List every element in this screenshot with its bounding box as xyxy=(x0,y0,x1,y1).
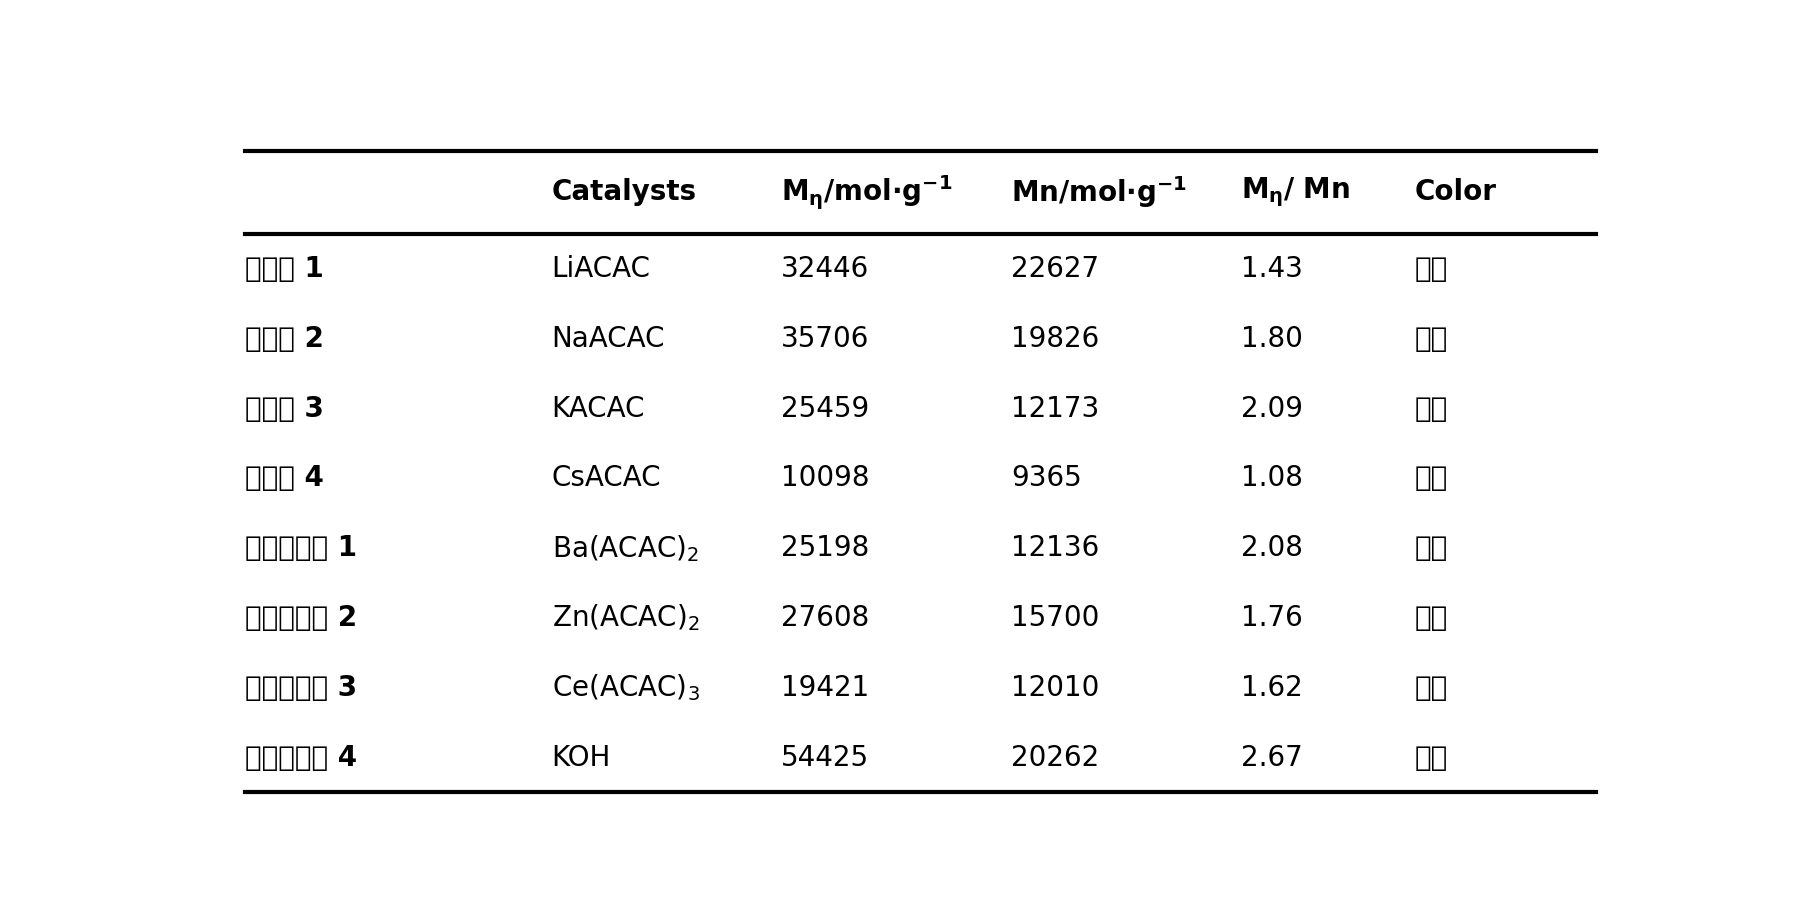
Text: 无色: 无色 xyxy=(1415,604,1448,632)
Text: 19826: 19826 xyxy=(1011,325,1099,353)
Text: 2.09: 2.09 xyxy=(1241,395,1302,423)
Text: 对比实施例 1: 对比实施例 1 xyxy=(246,535,357,563)
Text: 实施例 1: 实施例 1 xyxy=(246,255,323,284)
Text: 对比实施例 3: 对比实施例 3 xyxy=(246,674,357,702)
Text: 实施例 2: 实施例 2 xyxy=(246,325,325,353)
Text: 27608: 27608 xyxy=(781,604,869,632)
Text: 对比实施例 4: 对比实施例 4 xyxy=(246,744,357,772)
Text: 实施例 3: 实施例 3 xyxy=(246,395,325,423)
Text: 12010: 12010 xyxy=(1011,674,1099,702)
Text: 19421: 19421 xyxy=(781,674,869,702)
Text: 无色: 无色 xyxy=(1415,465,1448,493)
Text: Catalysts: Catalysts xyxy=(551,178,697,207)
Text: 12136: 12136 xyxy=(1011,535,1099,563)
Text: $\mathregular{Ba(ACAC)_{2}}$: $\mathregular{Ba(ACAC)_{2}}$ xyxy=(551,533,699,564)
Text: $\mathregular{Ce(ACAC)_{3}}$: $\mathregular{Ce(ACAC)_{3}}$ xyxy=(551,672,699,703)
Text: 1.62: 1.62 xyxy=(1241,674,1302,702)
Text: KOH: KOH xyxy=(551,744,611,772)
Text: Color: Color xyxy=(1415,178,1496,207)
Text: 无色: 无色 xyxy=(1415,744,1448,772)
Text: 54425: 54425 xyxy=(781,744,869,772)
Text: KACAC: KACAC xyxy=(551,395,645,423)
Text: $\mathbf{M_{\eta}/\ Mn}$: $\mathbf{M_{\eta}/\ Mn}$ xyxy=(1241,176,1349,209)
Text: 25198: 25198 xyxy=(781,535,869,563)
Text: 25459: 25459 xyxy=(781,395,869,423)
Text: 橙色: 橙色 xyxy=(1415,535,1448,563)
Text: 1.08: 1.08 xyxy=(1241,465,1302,493)
Text: 无色: 无色 xyxy=(1415,255,1448,284)
Text: 无色: 无色 xyxy=(1415,325,1448,353)
Text: 20262: 20262 xyxy=(1011,744,1099,772)
Text: 12173: 12173 xyxy=(1011,395,1099,423)
Text: 22627: 22627 xyxy=(1011,255,1099,284)
Text: 9365: 9365 xyxy=(1011,465,1081,493)
Text: 1.80: 1.80 xyxy=(1241,325,1302,353)
Text: $\mathbf{Mn/mol{\cdot}g^{-1}}$: $\mathbf{Mn/mol{\cdot}g^{-1}}$ xyxy=(1011,175,1187,210)
Text: 35706: 35706 xyxy=(781,325,869,353)
Text: LiACAC: LiACAC xyxy=(551,255,650,284)
Text: 橙黄: 橙黄 xyxy=(1415,674,1448,702)
Text: 1.76: 1.76 xyxy=(1241,604,1302,632)
Text: 实施例 4: 实施例 4 xyxy=(246,465,325,493)
Text: 15700: 15700 xyxy=(1011,604,1099,632)
Text: 棕色: 棕色 xyxy=(1415,395,1448,423)
Text: 2.08: 2.08 xyxy=(1241,535,1302,563)
Text: $\mathbf{M_{\eta}/mol{\cdot}g^{-1}}$: $\mathbf{M_{\eta}/mol{\cdot}g^{-1}}$ xyxy=(781,173,952,212)
Text: 2.67: 2.67 xyxy=(1241,744,1302,772)
Text: $\mathregular{Zn(ACAC)_{2}}$: $\mathregular{Zn(ACAC)_{2}}$ xyxy=(551,602,699,633)
Text: NaACAC: NaACAC xyxy=(551,325,665,353)
Text: CsACAC: CsACAC xyxy=(551,465,661,493)
Text: 对比实施例 2: 对比实施例 2 xyxy=(246,604,357,632)
Text: 10098: 10098 xyxy=(781,465,869,493)
Text: 1.43: 1.43 xyxy=(1241,255,1302,284)
Text: 32446: 32446 xyxy=(781,255,869,284)
